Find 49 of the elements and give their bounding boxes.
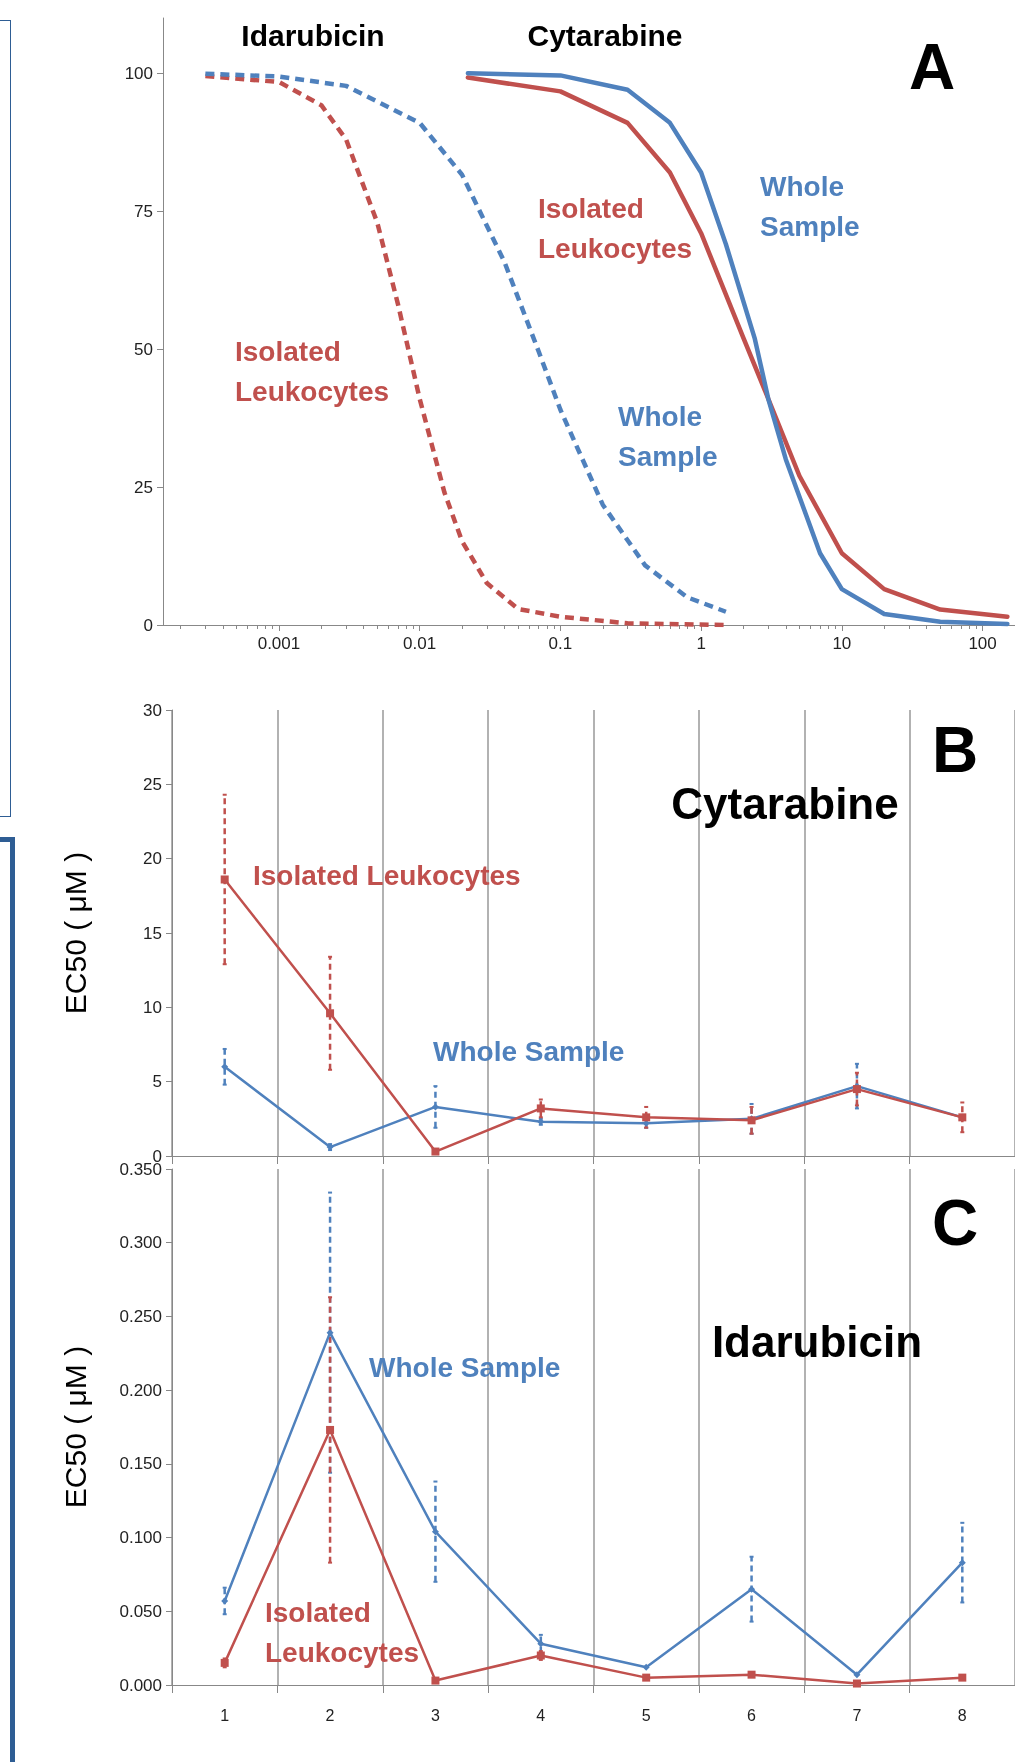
x-tick-label: 2 — [325, 1706, 335, 1724]
series-label: Whole Sample — [369, 1351, 561, 1383]
y-tick-label: 0.150 — [119, 1454, 162, 1474]
series-label: Isolated Leukocytes — [538, 192, 693, 264]
x-tick-label: 8 — [957, 1706, 967, 1724]
x-tick-label: 10 — [832, 634, 852, 653]
y-axis-title: EC50 ( μM ) — [58, 1345, 92, 1509]
y-tick-label: 10 — [143, 997, 162, 1017]
y-tick-label: 0.200 — [119, 1380, 162, 1400]
y-tick-label: 100 — [124, 63, 153, 83]
y-axis-title: EC50 ( μM ) — [58, 851, 92, 1015]
annotation: Cytarabine — [527, 18, 683, 52]
y-tick-label: 0 — [143, 615, 153, 635]
series-label: Whole Sample — [618, 400, 718, 472]
series-label: Whole Sample — [760, 170, 860, 242]
annotation: C — [931, 1187, 979, 1259]
x-tick-label: 0.001 — [257, 634, 301, 653]
x-tick-label: 1 — [696, 634, 706, 653]
y-tick-label: 25 — [143, 774, 162, 794]
annotation: Idarubicin — [241, 18, 385, 52]
x-tick-label: 1 — [220, 1706, 230, 1724]
x-tick-label: 0.01 — [403, 634, 437, 653]
x-tick-label: 4 — [536, 1706, 546, 1724]
y-tick-label: 75 — [134, 201, 153, 221]
annotation: Cytarabine — [671, 778, 899, 828]
series-label: Isolated Leukocytes — [265, 1596, 420, 1668]
series-label: Whole Sample — [433, 1035, 625, 1067]
annotation: B — [931, 714, 979, 786]
y-tick-label: 5 — [152, 1072, 162, 1092]
series-label: Isolated Leukocytes — [235, 335, 390, 407]
y-tick-label: 50 — [134, 339, 153, 359]
annotation: A — [908, 31, 956, 103]
x-tick-label: 5 — [641, 1706, 651, 1724]
x-tick-label: 0.1 — [548, 634, 573, 653]
annotation: Idarubicin — [711, 1316, 923, 1366]
y-tick-label: 15 — [143, 923, 162, 943]
x-tick-label: 3 — [430, 1706, 440, 1724]
y-tick-label: 0.300 — [119, 1233, 162, 1253]
x-tick-label: 7 — [852, 1706, 862, 1724]
y-tick-label: 20 — [143, 849, 162, 869]
series-label: Isolated Leukocytes — [253, 859, 521, 891]
y-tick-label: 0.250 — [119, 1306, 162, 1326]
x-tick-label: 100 — [968, 634, 997, 653]
y-tick-label: 0.100 — [119, 1528, 162, 1548]
x-tick-label: 6 — [747, 1706, 757, 1724]
y-tick-label: 0.050 — [119, 1601, 162, 1621]
y-tick-label: 0.000 — [119, 1675, 162, 1695]
y-tick-label: 25 — [134, 477, 153, 497]
y-tick-label: 30 — [143, 700, 162, 720]
